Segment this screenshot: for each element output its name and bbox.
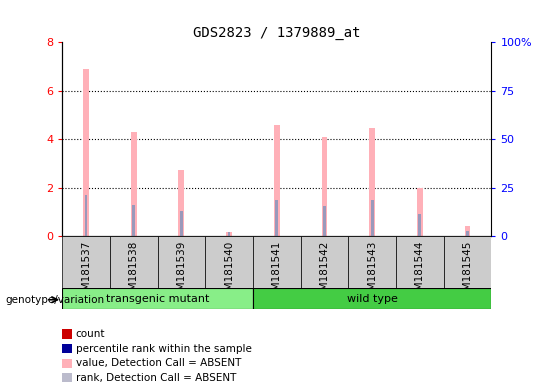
Bar [132, 205, 135, 236]
Bar [131, 132, 137, 236]
Bar [322, 137, 327, 236]
Bar [323, 206, 326, 236]
FancyBboxPatch shape [205, 236, 253, 290]
Bar [85, 195, 87, 236]
FancyBboxPatch shape [158, 236, 205, 290]
Text: GSM181544: GSM181544 [415, 240, 425, 304]
Text: GSM181545: GSM181545 [463, 240, 472, 304]
FancyBboxPatch shape [444, 236, 491, 290]
Text: GSM181543: GSM181543 [367, 240, 377, 304]
Bar [417, 188, 423, 236]
Title: GDS2823 / 1379889_at: GDS2823 / 1379889_at [193, 26, 361, 40]
Bar [371, 200, 374, 236]
Text: GSM181542: GSM181542 [320, 240, 329, 304]
Text: rank, Detection Call = ABSENT: rank, Detection Call = ABSENT [76, 373, 236, 383]
FancyBboxPatch shape [348, 236, 396, 290]
Text: genotype/variation: genotype/variation [5, 295, 105, 305]
FancyBboxPatch shape [301, 236, 348, 290]
Text: transgenic mutant: transgenic mutant [106, 293, 209, 304]
Bar [228, 232, 231, 236]
Bar [253, 288, 491, 309]
Bar [369, 128, 375, 236]
Text: GSM181537: GSM181537 [81, 240, 91, 304]
FancyBboxPatch shape [110, 236, 158, 290]
Text: GSM181541: GSM181541 [272, 240, 282, 304]
Text: value, Detection Call = ABSENT: value, Detection Call = ABSENT [76, 358, 241, 368]
Text: percentile rank within the sample: percentile rank within the sample [76, 344, 252, 354]
Text: GSM181539: GSM181539 [177, 240, 186, 304]
Bar [179, 169, 184, 236]
FancyBboxPatch shape [62, 236, 110, 290]
Text: GSM181538: GSM181538 [129, 240, 139, 304]
Bar [275, 200, 278, 236]
Bar [466, 231, 469, 236]
Text: count: count [76, 329, 105, 339]
Bar [83, 69, 89, 236]
Bar [418, 214, 421, 236]
FancyBboxPatch shape [396, 236, 444, 290]
Bar [465, 226, 470, 236]
FancyBboxPatch shape [253, 236, 301, 290]
Text: GSM181540: GSM181540 [224, 240, 234, 304]
Text: wild type: wild type [347, 293, 397, 304]
Bar [226, 232, 232, 236]
Bar [62, 288, 253, 309]
Bar [180, 211, 183, 236]
Bar [274, 125, 280, 236]
